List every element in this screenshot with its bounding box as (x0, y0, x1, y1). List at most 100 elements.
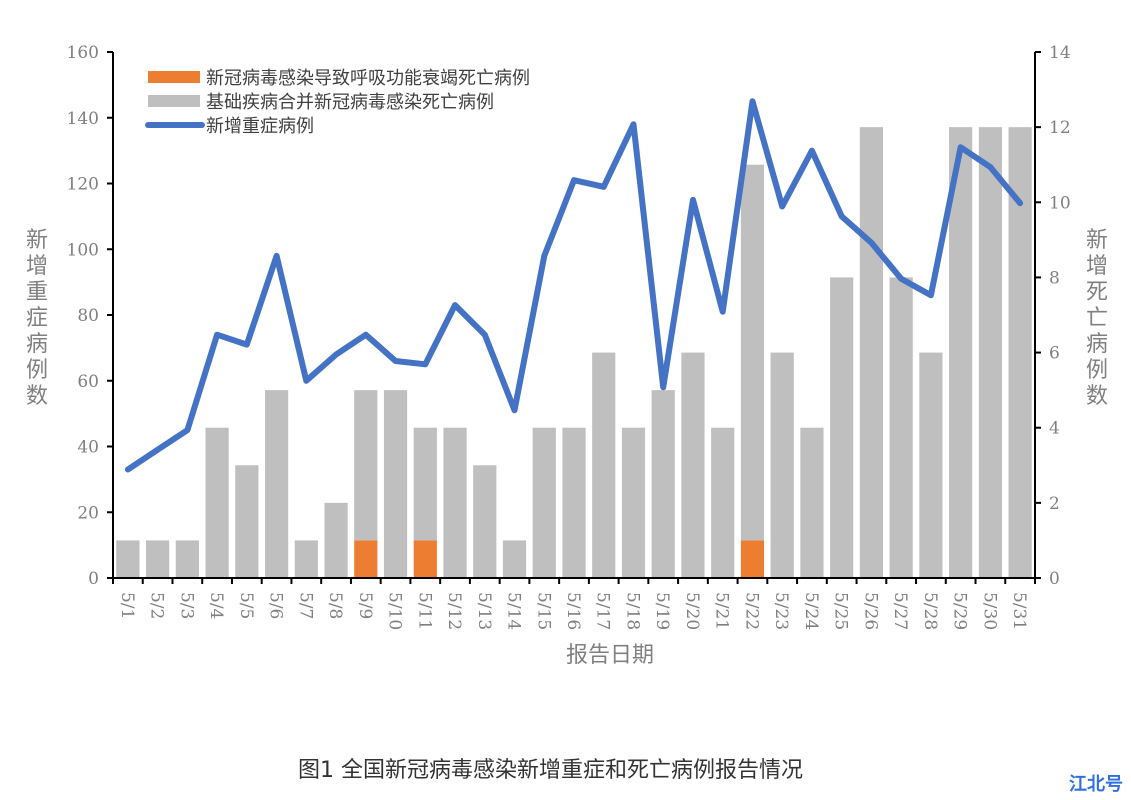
x-axis-title: 报告日期 (566, 643, 654, 668)
bar-segment (205, 427, 229, 578)
x-tick-label: 5/28 (920, 592, 940, 630)
y-left-tick-label: 40 (77, 438, 99, 458)
x-tick-label: 5/30 (979, 592, 999, 630)
x-tick-label: 5/17 (593, 592, 613, 630)
y-left-tick-label: 160 (67, 43, 99, 63)
y-left-tick-label: 100 (67, 240, 99, 260)
bar-segment (235, 465, 259, 578)
bar-segment (443, 427, 467, 578)
bar-segment (532, 427, 556, 578)
x-tick-label: 5/5 (236, 592, 256, 619)
bar-segment (770, 352, 794, 578)
bar-segment (175, 540, 199, 578)
x-tick-label: 5/26 (860, 592, 880, 630)
x-tick-labels: 5/1 5/2 5/3 5/4 5/5 5/6 5/7 5/8 5/9 5/10 5/11 5/12 5… (117, 592, 1029, 630)
bar-segment (562, 427, 586, 578)
bar-segment (413, 540, 437, 578)
severe-cases-line (124, 98, 1024, 473)
y-axis-left-title: 新增重症病例数 (26, 228, 48, 409)
bar-segment (711, 427, 735, 578)
watermark-logo: 江北号 (1069, 774, 1123, 795)
bar-segment (354, 540, 378, 578)
bar-segment (740, 540, 765, 578)
x-tick-label: 5/23 (771, 592, 791, 630)
bar-segment (681, 352, 705, 578)
y-left-tick-label: 140 (67, 109, 99, 129)
x-tick-label: 5/14 (504, 592, 524, 630)
legend-label: 新增重症病例 (206, 116, 314, 137)
y-right-tick-label: 12 (1049, 118, 1071, 138)
x-tick-label: 5/16 (563, 592, 583, 630)
x-tick-label: 5/4 (206, 592, 226, 619)
bar-segment (651, 390, 675, 578)
legend-label: 新冠病毒感染导致呼吸功能衰竭死亡病例 (206, 68, 530, 89)
bar-segment (116, 540, 140, 578)
x-tick-label: 5/31 (1009, 592, 1029, 630)
bar-segment (889, 277, 913, 578)
bar-segment (800, 427, 824, 578)
x-tick-label: 5/10 (385, 592, 405, 630)
figure-caption: 图1 全国新冠病毒感染新增重症和死亡病例报告情况 (0, 752, 1131, 784)
bar-segment (859, 127, 884, 579)
x-tick-label: 5/12 (444, 592, 464, 630)
x-tick-label: 5/7 (295, 592, 315, 619)
line-series (124, 98, 1024, 473)
y-left-tick-label: 20 (77, 503, 99, 523)
y-right-tick-label: 0 (1049, 569, 1060, 589)
y-right-tick-label: 14 (1049, 43, 1071, 63)
caption-text: 图1 全国新冠病毒感染新增重症和死亡病例报告情况 (298, 758, 803, 783)
x-tick-label: 5/21 (712, 592, 732, 630)
y-left-tick-label: 0 (88, 569, 99, 589)
x-tick-label: 5/15 (533, 592, 553, 630)
x-tick-label: 5/27 (890, 592, 910, 630)
y-left-tick-label: 60 (77, 372, 99, 392)
bar-segment (1008, 127, 1032, 579)
axes: 0 20 40 60 80 100 120 140 160 0 2 4 6 8 10 12 14 (67, 43, 1071, 589)
x-tick-label: 5/9 (355, 592, 375, 619)
bar-segment (621, 427, 646, 578)
bar-segment (502, 540, 527, 578)
death-bars (116, 127, 1032, 579)
bar-segment (473, 465, 497, 578)
y-right-tick-label: 4 (1049, 419, 1060, 439)
x-tick-label: 5/6 (266, 592, 286, 619)
y-left-tick-label: 120 (67, 175, 99, 195)
x-tick-label: 5/22 (741, 592, 761, 630)
x-tick-label: 5/2 (147, 592, 167, 619)
x-tick-label: 5/29 (950, 592, 970, 630)
x-tick-label: 5/1 (117, 592, 137, 619)
bar-segment (383, 390, 408, 578)
bar-segment (919, 352, 943, 578)
x-tick-label: 5/3 (176, 592, 196, 619)
x-tick-label: 5/18 (622, 592, 642, 630)
bar-segment (413, 427, 437, 541)
y-right-tick-label: 6 (1049, 344, 1060, 364)
bar-segment (978, 127, 1002, 579)
bar-segment (949, 127, 973, 579)
x-tick-label: 5/20 (682, 592, 702, 630)
bar-segment (740, 164, 765, 541)
y-right-tick-label: 2 (1049, 494, 1060, 514)
bar-segment (354, 390, 378, 541)
x-tick-label: 5/13 (474, 592, 494, 630)
x-tick-label: 5/8 (325, 592, 345, 619)
bar-segment (830, 277, 854, 578)
x-tick-label: 5/19 (652, 592, 672, 630)
bar-segment (146, 540, 170, 578)
y-right-tick-label: 8 (1049, 268, 1060, 288)
bar-segment (592, 352, 616, 578)
x-tick-label: 5/25 (831, 592, 851, 630)
legend-label: 基础疾病合并新冠病毒感染死亡病例 (206, 92, 494, 113)
bar-segment (264, 390, 289, 578)
bar-segment (294, 540, 318, 578)
y-axis-right-title: 新增死亡病例数 (1086, 228, 1108, 409)
x-tick-label: 5/24 (801, 592, 821, 630)
x-tick-label: 5/11 (414, 592, 434, 630)
bar-segment (324, 502, 348, 578)
y-right-tick-label: 10 (1049, 193, 1071, 213)
legend-swatch (148, 71, 200, 83)
legend-swatch (148, 95, 200, 107)
y-left-tick-label: 80 (77, 306, 99, 326)
